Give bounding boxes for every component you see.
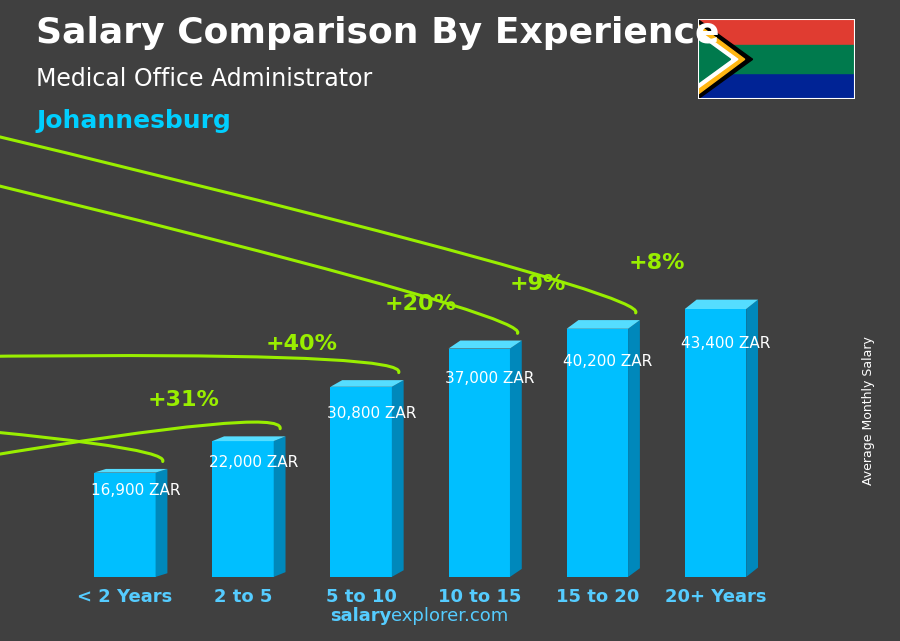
Text: +20%: +20% xyxy=(384,294,456,314)
Text: +8%: +8% xyxy=(628,253,685,273)
Text: explorer.com: explorer.com xyxy=(392,607,508,625)
Polygon shape xyxy=(698,35,731,83)
Text: Johannesburg: Johannesburg xyxy=(36,109,231,133)
Bar xyxy=(94,472,156,577)
Polygon shape xyxy=(274,437,285,577)
Text: Medical Office Administrator: Medical Office Administrator xyxy=(36,67,373,91)
Text: 16,900 ZAR: 16,900 ZAR xyxy=(91,483,180,498)
Bar xyxy=(685,309,746,577)
Text: Average Monthly Salary: Average Monthly Salary xyxy=(862,336,875,485)
Bar xyxy=(330,387,392,577)
Polygon shape xyxy=(698,19,752,99)
Polygon shape xyxy=(156,469,167,577)
Polygon shape xyxy=(94,469,167,472)
Bar xyxy=(698,60,855,99)
Polygon shape xyxy=(628,320,640,577)
Polygon shape xyxy=(698,24,745,94)
Bar xyxy=(698,46,855,73)
Polygon shape xyxy=(510,340,522,577)
Polygon shape xyxy=(685,299,758,309)
Bar xyxy=(567,329,628,577)
Bar xyxy=(448,349,510,577)
Text: 40,200 ZAR: 40,200 ZAR xyxy=(563,354,652,369)
Text: 22,000 ZAR: 22,000 ZAR xyxy=(209,454,298,470)
Polygon shape xyxy=(567,320,640,329)
Polygon shape xyxy=(330,380,403,387)
Bar xyxy=(698,19,855,60)
Text: Salary Comparison By Experience: Salary Comparison By Experience xyxy=(36,16,719,50)
Bar xyxy=(212,441,274,577)
Polygon shape xyxy=(212,437,285,441)
Text: +31%: +31% xyxy=(148,390,220,410)
Polygon shape xyxy=(698,30,738,88)
Polygon shape xyxy=(448,340,522,349)
Text: 37,000 ZAR: 37,000 ZAR xyxy=(445,371,535,387)
Polygon shape xyxy=(746,299,758,577)
Text: +40%: +40% xyxy=(266,333,338,354)
Text: salary: salary xyxy=(330,607,392,625)
Polygon shape xyxy=(392,380,403,577)
Text: 43,400 ZAR: 43,400 ZAR xyxy=(681,336,770,351)
Text: 30,800 ZAR: 30,800 ZAR xyxy=(327,406,416,420)
Text: +9%: +9% xyxy=(510,274,566,294)
